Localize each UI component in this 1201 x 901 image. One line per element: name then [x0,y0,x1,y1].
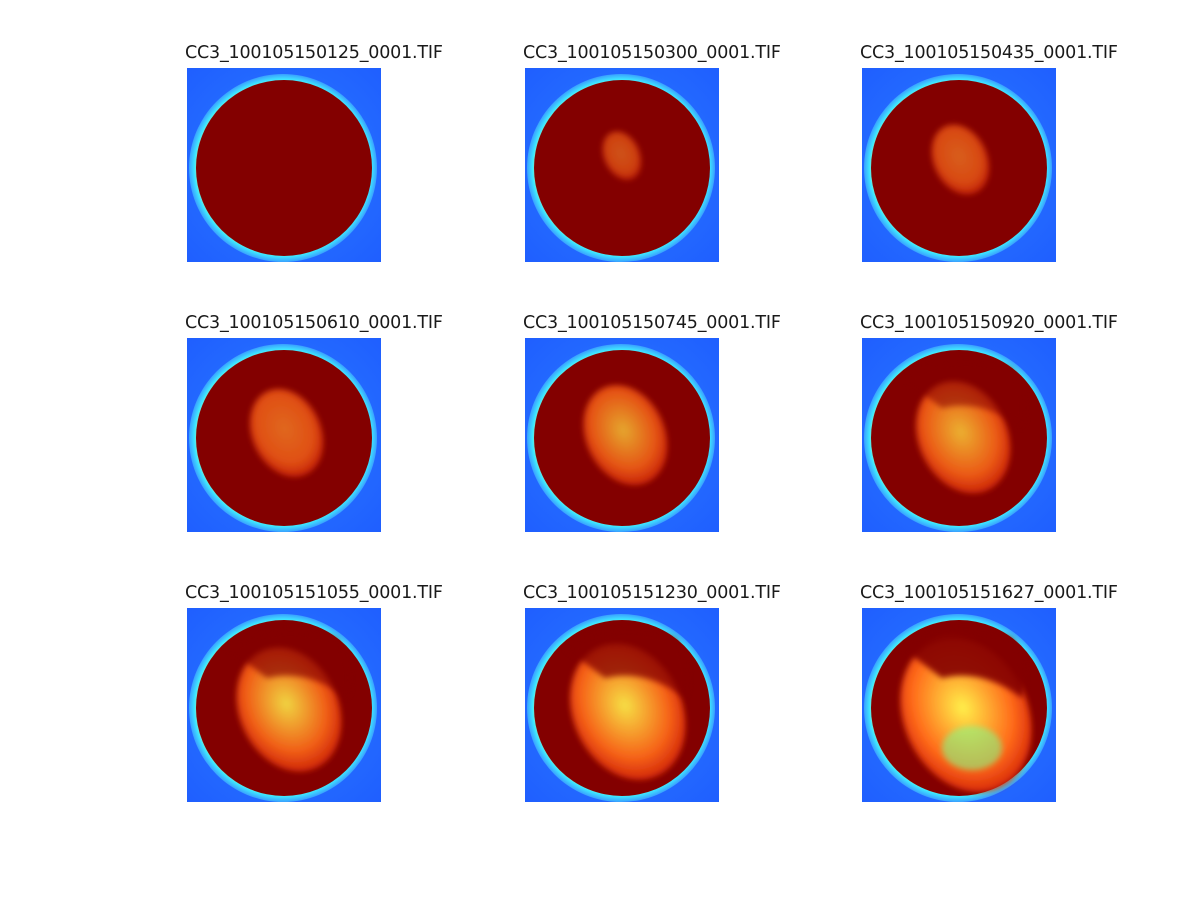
panel-title: CC3_100105151627_0001.TIF [860,583,1118,603]
thermal-image [525,608,719,802]
panel-title: CC3_100105151055_0001.TIF [185,583,443,603]
panel-title: CC3_100105150125_0001.TIF [185,43,443,63]
thermal-image [862,338,1056,532]
panel-title: CC3_100105151230_0001.TIF [523,583,781,603]
panel-title: CC3_100105150435_0001.TIF [860,43,1118,63]
thermal-image [862,68,1056,262]
thermal-image [525,338,719,532]
panel-title: CC3_100105150920_0001.TIF [860,313,1118,333]
panel-title: CC3_100105150745_0001.TIF [523,313,781,333]
thermal-image [525,68,719,262]
panel-title: CC3_100105150300_0001.TIF [523,43,781,63]
thermal-image [862,608,1056,802]
thermal-image [187,68,381,262]
thermal-image [187,608,381,802]
panel-title: CC3_100105150610_0001.TIF [185,313,443,333]
thermal-image [187,338,381,532]
